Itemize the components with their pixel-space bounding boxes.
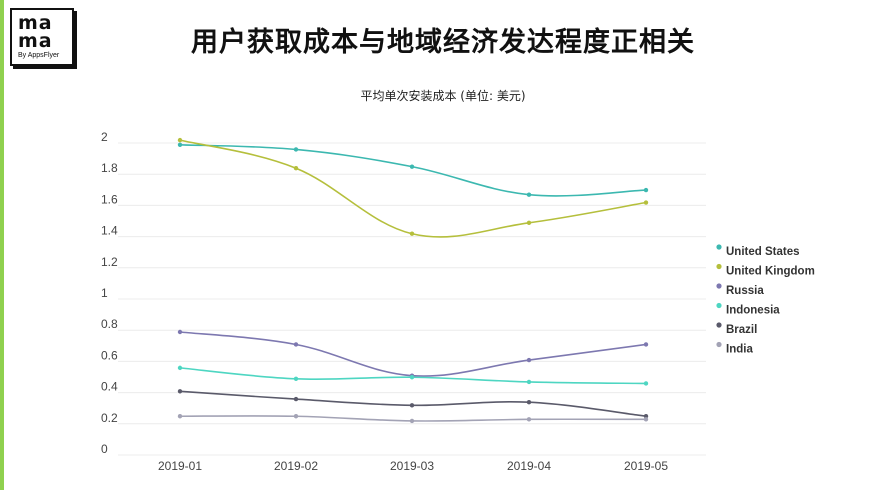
legend-label: United Kingdom [726,266,815,278]
y-tick-label: 1.2 [101,255,118,269]
data-point [177,365,183,371]
y-tick-label: 1.8 [101,161,118,175]
data-point [293,342,299,347]
data-point [409,403,415,408]
logo-text-line1: ma [18,12,53,34]
data-point [409,164,415,169]
series-line [179,139,647,238]
y-tick-label: 1.4 [101,224,118,238]
data-point [526,417,532,422]
data-point [293,376,299,381]
data-point [177,329,183,335]
legend-label: Russia [726,285,764,297]
legend-label: India [726,344,753,356]
data-point [643,381,649,386]
x-tick-label: 2019-02 [274,459,318,473]
data-point [526,220,532,225]
data-point [643,414,649,419]
chart-title: 平均单次安装成本 (单位: 美元) [360,89,526,103]
accent-bar [0,0,4,490]
legend-label: Brazil [726,324,757,336]
data-point [643,342,649,347]
y-tick-label: 0 [101,442,108,456]
legend-label: United States [726,246,800,258]
data-point [293,414,299,419]
x-tick-label: 2019-01 [158,459,202,473]
data-point [293,147,299,152]
legend-marker [716,341,722,348]
data-point [409,418,415,424]
data-point [293,396,299,402]
page-title: 用户获取成本与地域经济发达程度正相关 [191,27,695,58]
y-tick-label: 1.6 [101,192,118,206]
data-point [177,137,183,143]
data-point [643,187,649,193]
y-tick-label: 1 [101,286,108,300]
x-tick-label: 2019-05 [624,459,668,473]
legend-label: Indonesia [726,305,780,317]
y-tick-label: 0.6 [101,348,118,362]
data-point [293,166,299,171]
legend-marker [716,302,722,309]
data-point [526,379,532,385]
data-point [177,414,183,419]
mama-logo: ma ma By AppsFlyer [10,8,74,66]
data-point [177,142,183,147]
data-point [643,417,649,422]
data-point [526,400,532,405]
data-point [526,357,532,363]
series-line [179,331,647,377]
data-point [643,200,649,205]
data-point [526,192,532,197]
y-tick-label: 0.2 [101,411,118,425]
legend-marker [716,244,722,250]
x-tick-label: 2019-03 [390,459,434,473]
legend-marker [716,283,722,289]
logo-byline: By AppsFlyer [18,52,60,59]
y-tick-label: 2 [101,130,108,144]
legend-marker [716,263,722,270]
data-point [177,389,183,394]
x-tick-label: 2019-04 [507,459,551,473]
y-tick-label: 0.4 [101,380,118,394]
legend-marker [716,322,722,328]
logo-text-line2: ma [18,30,53,52]
data-point [409,231,415,236]
y-tick-label: 0.8 [101,317,118,331]
data-point [409,375,415,380]
series-line [179,144,647,197]
